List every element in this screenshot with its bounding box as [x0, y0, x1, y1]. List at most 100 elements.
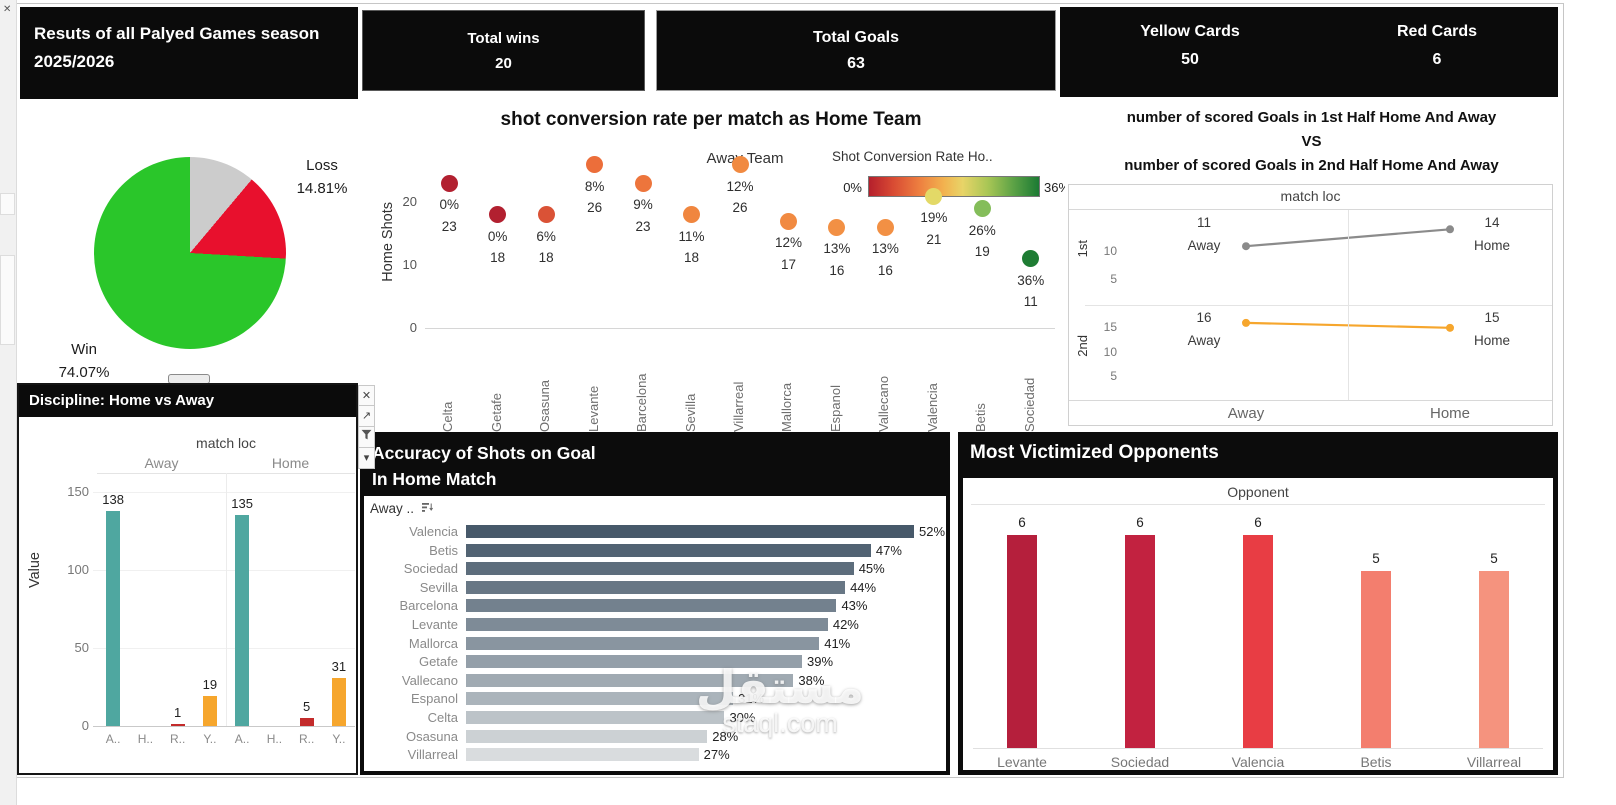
halves-chart-box: match loc 10 5 1st 11 Away 14 Home 15 10 5 2nd 16 Aw…	[1068, 184, 1553, 426]
bar-value-label: 27%	[703, 747, 730, 763]
scatter-point-villarreal[interactable]	[731, 156, 749, 174]
bar-osasuna[interactable]	[466, 729, 708, 743]
x-category-label: Valencia	[1231, 754, 1285, 770]
scatter-point-mallorca[interactable]	[779, 212, 797, 230]
x-category-label: Levante	[997, 754, 1047, 770]
grid-line	[93, 648, 355, 649]
red-cards-label: Red Cards	[1396, 23, 1478, 40]
point-label: 0% 23	[419, 194, 479, 237]
bar-levante[interactable]	[1007, 535, 1037, 748]
sort-icon[interactable]	[421, 501, 433, 516]
filter-icon[interactable]	[358, 427, 375, 448]
point-loc: Home	[1473, 237, 1510, 253]
bar-value-label: 42%	[832, 617, 859, 632]
point-rate: 19%	[920, 210, 948, 225]
scatter-plot: 0 10 20 0% 23 Celta 0% 18 Getafe 6% 18 Osasuna 8% 26 L…	[360, 100, 1062, 432]
bar-sociedad[interactable]	[466, 562, 854, 576]
bar-villarreal[interactable]	[466, 748, 699, 762]
bar-betis[interactable]	[466, 543, 871, 557]
bar-espanol[interactable]	[466, 692, 734, 706]
point-rate: 8%	[584, 178, 605, 194]
point-label: 13% 16	[807, 238, 867, 281]
scatter-point-celta[interactable]	[440, 174, 458, 192]
loss-pct: 14.81%	[296, 180, 348, 198]
scatter-point-levante[interactable]	[586, 156, 604, 174]
total-goals-value: 63	[847, 54, 865, 72]
bar-getafe[interactable]	[466, 655, 802, 669]
results-pie[interactable]	[94, 157, 286, 349]
point-label: 12% 26	[710, 176, 770, 219]
row-divider	[1085, 305, 1552, 306]
export-icon[interactable]: ↗	[358, 406, 375, 427]
victimized-chart: Opponent 6 Levante 6 Sociedad 6 Valencia 5 Beti…	[963, 478, 1553, 770]
y-tick-label: 0	[409, 320, 417, 335]
point-rate: 13%	[823, 241, 851, 257]
bar-levante[interactable]	[466, 618, 828, 631]
bar-betis[interactable]	[1361, 570, 1391, 748]
kpi-red-cards: Red Cards 6	[1307, 23, 1567, 69]
grid-line	[93, 492, 355, 493]
point-rate: 11%	[678, 228, 705, 244]
bar-value-label: 45%	[858, 561, 885, 577]
halves-rows: 10 5 1st 11 Away 14 Home 15 10 5 2nd 16 Away 15 Home	[1069, 210, 1552, 400]
left-panel-tab[interactable]	[0, 193, 15, 215]
scatter-point-barcelona[interactable]	[634, 174, 652, 192]
halves-title-line1: number of scored Goals in 1st Half Home …	[1126, 109, 1497, 126]
bar-away-Y[interactable]	[202, 696, 217, 726]
scatter-point-betis[interactable]	[973, 200, 991, 218]
row-label: Valencia	[409, 524, 458, 539]
left-panel-tab[interactable]	[0, 255, 15, 345]
close-icon[interactable]: ✕	[358, 385, 375, 406]
row-label: Getafe	[418, 654, 458, 670]
point-rate: 26%	[968, 222, 996, 238]
scatter-point-osasuna[interactable]	[537, 206, 555, 224]
bar-valencia[interactable]	[1243, 535, 1273, 748]
point-shots: 18	[538, 250, 554, 266]
point-rate: 36%	[1017, 272, 1045, 288]
scatter-point-vallecano[interactable]	[876, 218, 894, 236]
kpi-cards-strip: Yellow Cards 50 Red Cards 6	[1060, 7, 1558, 97]
x-category-label: Home	[1429, 405, 1470, 422]
bar-home-Y[interactable]	[331, 677, 346, 726]
bar-away-A[interactable]	[106, 510, 121, 726]
bar-home-R[interactable]	[299, 718, 314, 726]
legend-gradient[interactable]	[868, 176, 1040, 197]
results-title-line2: 2025/2026	[34, 52, 115, 72]
scatter-point-getafe[interactable]	[489, 206, 507, 224]
scatter-point-sociedad[interactable]	[1022, 250, 1040, 268]
point-label: 11 Away	[1172, 212, 1236, 258]
bar-away-R[interactable]	[170, 724, 185, 726]
bar-valencia[interactable]	[466, 525, 914, 538]
bar-value-label: 38%	[798, 672, 825, 688]
bar-value-label: 28%	[712, 728, 739, 744]
bar-value-label: 5	[303, 699, 311, 715]
point-value: 14	[1484, 215, 1500, 230]
point-label: 0% 18	[468, 226, 528, 269]
bar-mallorca[interactable]	[466, 636, 820, 650]
accuracy-axis-header: Away ..	[370, 501, 433, 516]
scatter-point-valencia[interactable]	[925, 187, 943, 205]
victimized-title: Most Victimized Opponents	[970, 442, 1219, 463]
sidebar-close-icon[interactable]: ✕	[3, 4, 12, 15]
x-category-label: Osasuna	[537, 379, 553, 432]
dropdown-icon[interactable]: ▾	[358, 448, 375, 469]
kpi-yellow-cards: Yellow Cards 50	[1060, 23, 1320, 69]
bar-barcelona[interactable]	[466, 599, 837, 613]
bar-sevilla[interactable]	[466, 580, 846, 594]
x-category-label: A..	[234, 732, 250, 746]
bar-home-A[interactable]	[235, 515, 250, 726]
scatter-point-sevilla[interactable]	[683, 206, 701, 224]
point-shots: 16	[829, 263, 845, 279]
bar-villarreal[interactable]	[1479, 570, 1509, 748]
bar-value-label: 31%	[738, 691, 765, 707]
bar-celta[interactable]	[466, 711, 725, 724]
point-shots: 23	[441, 219, 457, 235]
accuracy-rows: Valencia 52% Betis 47% Sociedad 45% Sevilla 44%…	[370, 523, 945, 768]
x-category-label: Levante	[585, 385, 601, 432]
bar-sociedad[interactable]	[1125, 535, 1155, 748]
bar-vallecano[interactable]	[466, 673, 794, 687]
point-rate: 9%	[633, 197, 653, 213]
x-category-label: Betis	[1360, 754, 1392, 770]
win-label: Win	[71, 341, 97, 358]
scatter-point-espanol[interactable]	[828, 218, 846, 236]
